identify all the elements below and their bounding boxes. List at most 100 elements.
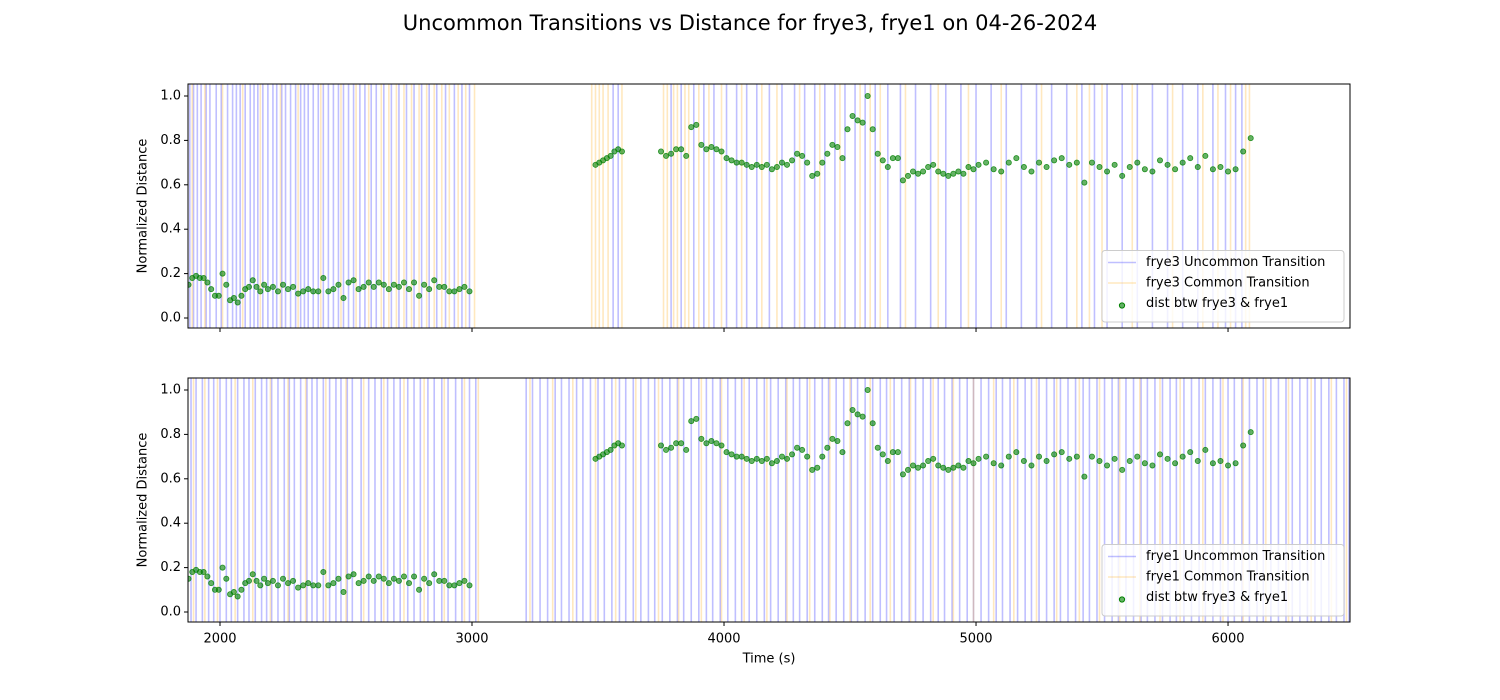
- distance-point: [869, 126, 876, 133]
- distance-point: [703, 146, 710, 153]
- distance-point: [416, 586, 423, 593]
- distance-point: [411, 279, 418, 286]
- distance-point: [1058, 449, 1065, 456]
- distance-point: [839, 155, 846, 162]
- distance-point: [945, 172, 952, 179]
- distance-point: [688, 418, 695, 425]
- distance-point: [335, 281, 342, 288]
- distance-point: [261, 281, 268, 288]
- distance-point: [219, 270, 226, 277]
- distance-point: [763, 161, 770, 168]
- distance-point: [325, 582, 332, 589]
- distance-point: [804, 453, 811, 460]
- distance-point: [300, 582, 307, 589]
- distance-point: [395, 283, 402, 290]
- distance-point: [305, 580, 312, 587]
- figure-title: Uncommon Transitions vs Distance for fry…: [403, 11, 1097, 35]
- distance-point: [223, 575, 230, 582]
- distance-point: [200, 275, 207, 282]
- y-tick-label: 0.8: [160, 133, 181, 148]
- distance-point: [733, 453, 740, 460]
- distance-point: [1066, 161, 1073, 168]
- distance-point: [1126, 164, 1133, 171]
- distance-point: [406, 580, 413, 587]
- distance-point: [269, 283, 276, 290]
- distance-point: [446, 582, 453, 589]
- distance-point: [824, 150, 831, 157]
- legend-box: [1101, 250, 1345, 323]
- distance-point: [257, 582, 264, 589]
- distance-point: [794, 150, 801, 157]
- distance-point: [261, 575, 268, 582]
- distance-point: [295, 584, 302, 591]
- distance-point: [935, 462, 942, 469]
- distance-point: [930, 161, 937, 168]
- y-tick-label: 0.0: [160, 311, 181, 326]
- distance-point: [390, 575, 397, 582]
- distance-point: [819, 159, 826, 166]
- x-axis-label: Time (s): [742, 652, 796, 667]
- distance-point: [718, 148, 725, 155]
- distance-point: [1088, 453, 1095, 460]
- distance-point: [935, 168, 942, 175]
- distance-point: [1043, 164, 1050, 171]
- distance-point: [223, 281, 230, 288]
- distance-point: [188, 281, 192, 288]
- distance-point: [869, 420, 876, 427]
- distance-point: [955, 462, 962, 469]
- distance-point: [678, 146, 685, 153]
- distance-point: [950, 464, 957, 471]
- distance-point: [990, 166, 997, 173]
- distance-point: [839, 449, 846, 456]
- distance-point: [451, 288, 458, 295]
- distance-point: [188, 575, 192, 582]
- distance-point: [1020, 458, 1027, 465]
- distance-point: [738, 453, 745, 460]
- distance-point: [365, 573, 372, 580]
- distance-point: [395, 577, 402, 584]
- distance-point: [249, 277, 256, 284]
- distance-point: [350, 571, 357, 578]
- distance-point: [738, 159, 745, 166]
- distance-point: [215, 292, 222, 299]
- distance-point: [915, 464, 922, 471]
- distance-point: [723, 155, 730, 162]
- distance-point: [451, 582, 458, 589]
- distance-point: [925, 164, 932, 171]
- distance-point: [673, 146, 680, 153]
- y-tick-label: 0.4: [160, 516, 181, 531]
- distance-point: [208, 286, 215, 293]
- distance-point: [955, 168, 962, 175]
- distance-point: [305, 286, 312, 293]
- distance-point: [763, 455, 770, 462]
- distance-point: [274, 582, 281, 589]
- distance-point: [864, 92, 871, 99]
- distance-point: [1172, 460, 1179, 467]
- distance-point: [280, 281, 287, 288]
- distance-point: [904, 466, 911, 473]
- distance-point: [340, 295, 347, 302]
- legend-label: frye1 Common Transition: [1146, 570, 1310, 585]
- distance-point: [768, 460, 775, 467]
- distance-point: [280, 575, 287, 582]
- distance-point: [290, 283, 297, 290]
- distance-point: [668, 150, 675, 157]
- distance-point: [426, 286, 433, 293]
- distance-point: [380, 575, 387, 582]
- distance-point: [975, 161, 982, 168]
- y-tick-label: 0.8: [160, 427, 181, 442]
- distance-point: [673, 440, 680, 447]
- distance-point: [894, 155, 901, 162]
- distance-point: [1194, 164, 1201, 171]
- distance-point: [778, 453, 785, 460]
- distance-point: [1043, 458, 1050, 465]
- distance-point: [365, 279, 372, 286]
- y-axis-label: Normalized Distance: [136, 139, 151, 274]
- distance-point: [728, 451, 735, 458]
- distance-point: [285, 286, 292, 293]
- distance-point: [1156, 157, 1163, 164]
- distance-point: [1202, 446, 1209, 453]
- distance-point: [784, 455, 791, 462]
- distance-point: [253, 283, 260, 290]
- distance-point: [1217, 164, 1224, 171]
